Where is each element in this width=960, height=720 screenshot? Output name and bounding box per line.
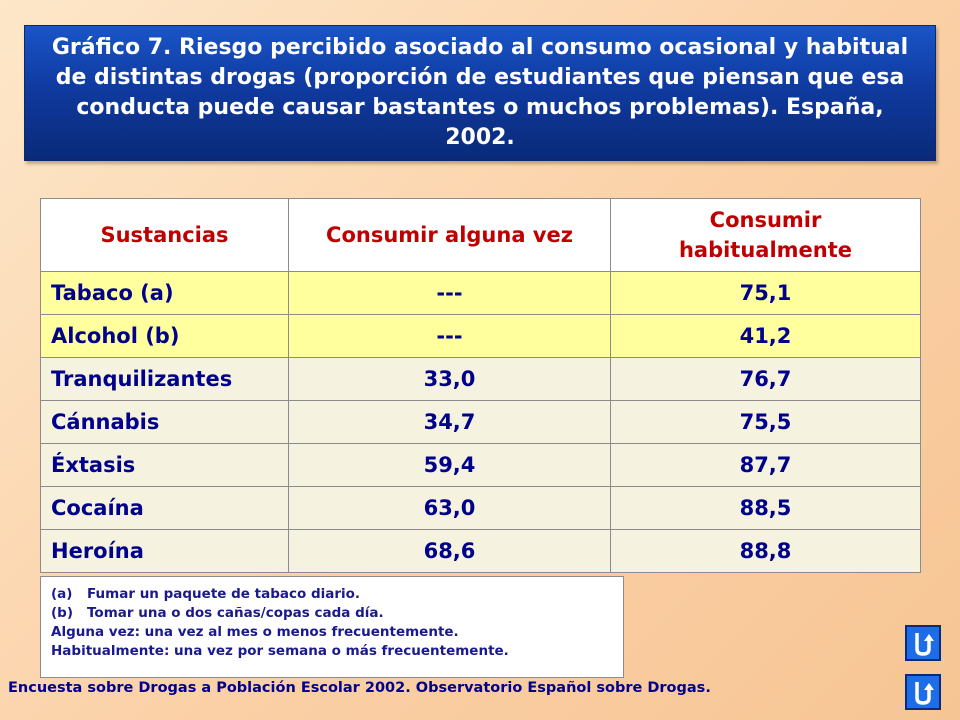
- table-row: Tabaco (a) --- 75,1: [40, 271, 921, 315]
- row-ocasional: 33,0: [288, 357, 611, 401]
- row-habitual: 75,5: [610, 400, 921, 444]
- table-row: Éxtasis 59,4 87,7: [40, 443, 921, 487]
- header-sustancias: Sustancias: [40, 198, 289, 272]
- row-name: Alcohol (b): [40, 314, 289, 358]
- table-header-row: Sustancias Consumir alguna vez Consumir …: [40, 198, 921, 272]
- return-button-upper[interactable]: [905, 625, 941, 661]
- footnote-a-mark: (a): [51, 586, 73, 602]
- footnote-b: (b) Tomar una o dos cañas/copas cada día.: [51, 604, 613, 623]
- header-consumir-alguna-vez: Consumir alguna vez: [288, 198, 611, 272]
- table-row: Heroína 68,6 88,8: [40, 529, 921, 573]
- risk-table: Sustancias Consumir alguna vez Consumir …: [40, 198, 921, 573]
- row-habitual: 88,5: [610, 486, 921, 530]
- row-ocasional: 68,6: [288, 529, 611, 573]
- row-name: Heroína: [40, 529, 289, 573]
- table-row: Cánnabis 34,7 75,5: [40, 400, 921, 444]
- footnote-a-text: Fumar un paquete de tabaco diario.: [87, 586, 361, 602]
- return-arrow-icon: [915, 633, 934, 656]
- return-button-lower[interactable]: [905, 674, 941, 710]
- title-banner: Gráfico 7. Riesgo percibido asociado al …: [24, 25, 936, 161]
- row-name: Cánnabis: [40, 400, 289, 444]
- row-name: Tabaco (a): [40, 271, 289, 315]
- row-ocasional: ---: [288, 271, 611, 315]
- table-row: Alcohol (b) --- 41,2: [40, 314, 921, 358]
- definition-habitualmente: Habitualmente: una vez por semana o más …: [51, 643, 509, 659]
- row-ocasional: 63,0: [288, 486, 611, 530]
- source-note: Encuesta sobre Drogas a Población Escola…: [8, 680, 711, 696]
- row-ocasional: 34,7: [288, 400, 611, 444]
- footnote-a: (a) Fumar un paquete de tabaco diario.: [51, 585, 613, 604]
- table-row: Tranquilizantes 33,0 76,7: [40, 357, 921, 401]
- definition-alguna-vez: Alguna vez: una vez al mes o menos frecu…: [51, 624, 459, 640]
- page-title: Gráfico 7. Riesgo percibido asociado al …: [51, 35, 909, 150]
- row-name: Éxtasis: [40, 443, 289, 487]
- row-habitual: 41,2: [610, 314, 921, 358]
- row-habitual: 88,8: [610, 529, 921, 573]
- row-habitual: 87,7: [610, 443, 921, 487]
- footnotes-box: (a) Fumar un paquete de tabaco diario. (b…: [40, 576, 624, 678]
- row-habitual: 75,1: [610, 271, 921, 315]
- return-arrow-icon: [915, 682, 934, 705]
- table-row: Cocaína 63,0 88,5: [40, 486, 921, 530]
- footnote-b-mark: (b): [51, 605, 74, 621]
- row-habitual: 76,7: [610, 357, 921, 401]
- row-name: Tranquilizantes: [40, 357, 289, 401]
- row-name: Cocaína: [40, 486, 289, 530]
- row-ocasional: 59,4: [288, 443, 611, 487]
- row-ocasional: ---: [288, 314, 611, 358]
- footnote-b-text: Tomar una o dos cañas/copas cada día.: [87, 605, 384, 621]
- header-consumir-habitualmente: Consumir habitualmente: [610, 198, 921, 272]
